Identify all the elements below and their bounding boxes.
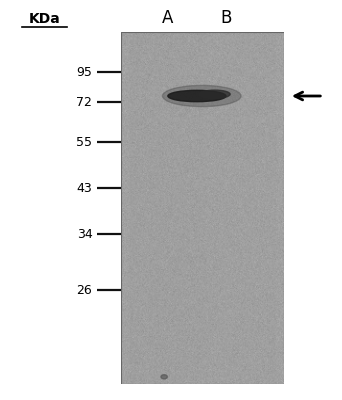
- Text: A: A: [162, 9, 173, 27]
- Ellipse shape: [168, 90, 226, 102]
- Ellipse shape: [199, 90, 230, 98]
- Text: 26: 26: [77, 284, 92, 296]
- Text: 55: 55: [76, 136, 92, 148]
- Text: 72: 72: [77, 96, 92, 108]
- Text: 43: 43: [77, 182, 92, 194]
- Ellipse shape: [161, 375, 167, 379]
- Ellipse shape: [162, 85, 241, 107]
- Text: 34: 34: [77, 228, 92, 240]
- Text: 95: 95: [77, 66, 92, 78]
- Text: B: B: [220, 9, 232, 27]
- Text: KDa: KDa: [29, 12, 60, 26]
